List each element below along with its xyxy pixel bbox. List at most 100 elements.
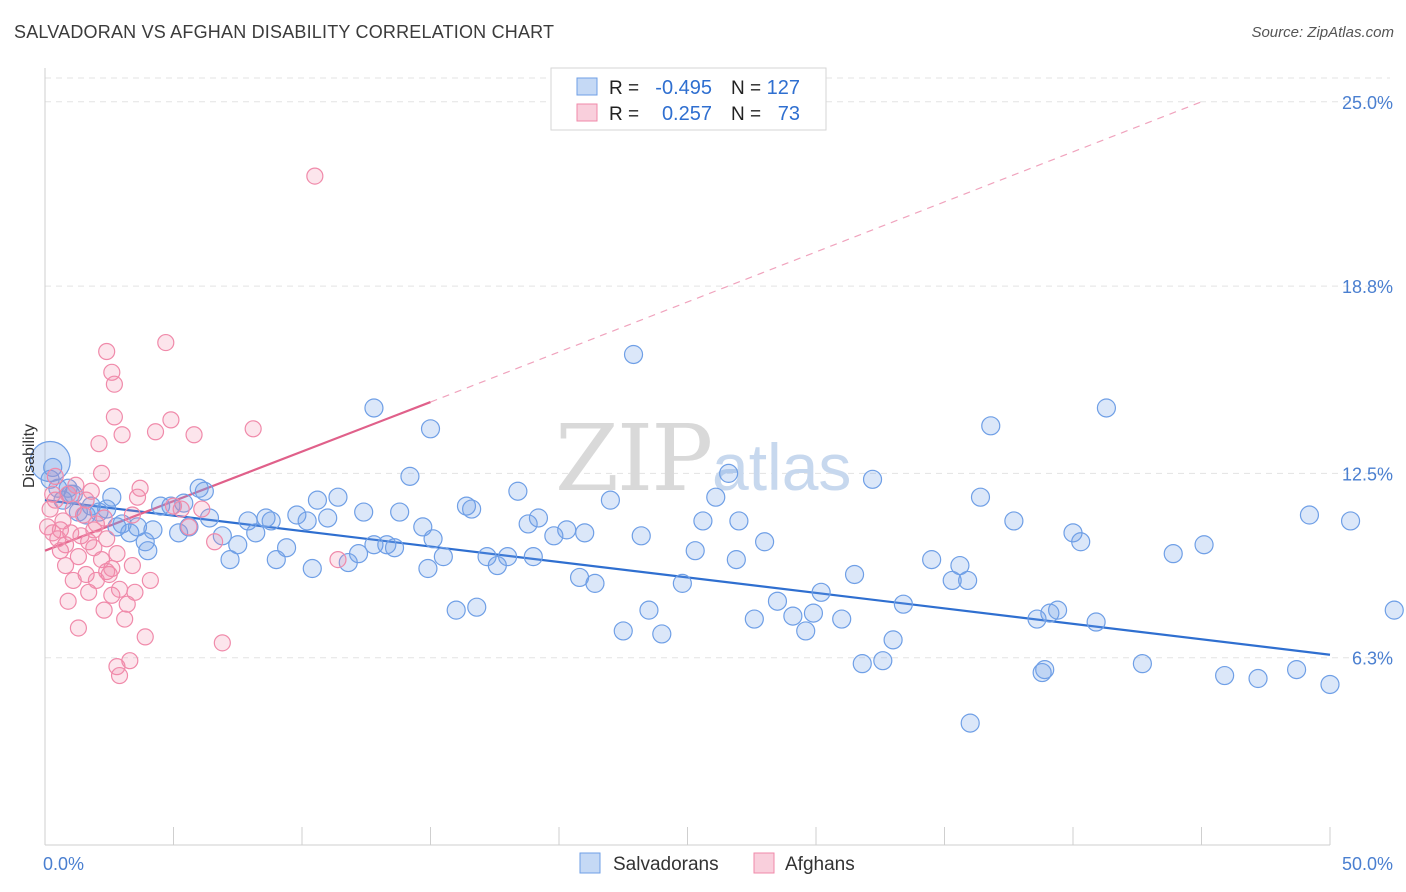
point-afghans [108,658,126,676]
tick-labels: 6.3% 12.5% 18.8% 25.0% 0.0% 50.0% [43,93,1393,874]
point-salvadorans [893,594,913,614]
point-salvadorans [672,573,692,593]
stats-n-value-blue: 127 [767,77,800,99]
point-salvadorans [585,573,605,593]
point-afghans [157,333,175,352]
legend-swatch-afghans[interactable] [753,852,775,874]
point-salvadorans [220,550,240,570]
point-salvadorans [1086,612,1106,632]
point-salvadorans [1299,505,1320,525]
point-salvadorans [348,544,369,564]
point-afghans [162,411,180,429]
point-salvadorans [179,517,199,537]
point-salvadorans [883,630,903,650]
point-salvadorans [228,535,248,555]
point-afghans [116,610,134,628]
point-salvadorans [143,520,163,540]
point-afghans [105,408,123,426]
point-salvadorans [354,502,374,522]
source-label: Source: ZipAtlas.com [1251,24,1394,41]
point-salvadorans [384,538,405,558]
point-afghans [95,601,113,619]
point-salvadorans [873,651,893,671]
point-salvadorans [328,487,348,507]
point-afghans [123,556,141,575]
y-tick-label: 25.0% [1342,93,1393,113]
point-salvadorans [1132,654,1152,674]
point-afghans [82,482,100,500]
point-afghans [141,571,159,590]
point-salvadorans [693,511,713,531]
series-afghans [38,167,347,685]
stats-swatch-blue [576,77,598,96]
point-afghans [92,551,111,569]
point-salvadorans [960,713,980,733]
point-salvadorans [796,621,816,641]
point-salvadorans [832,609,852,629]
point-afghans [98,342,116,361]
point-salvadorans [1035,660,1055,680]
point-salvadorans [942,570,962,591]
stats-n-value-pink: 73 [778,103,800,125]
point-salvadorans [1047,600,1068,620]
point-salvadorans [287,505,307,525]
point-afghans [123,506,141,524]
stats-r-label-blue: R = [609,78,639,99]
point-afghans [77,565,95,584]
point-salvadorans [1215,665,1235,686]
point-afghans [172,500,190,518]
bottom-legend: Salvadorans Afghans [579,852,855,875]
point-afghans [146,423,165,441]
y-tick-label: 6.3% [1352,649,1393,669]
point-salvadorans [744,609,764,629]
point-afghans [213,634,231,652]
stats-legend: R = -0.495 N = 127 R = 0.257 N = 73 [550,67,827,131]
point-salvadorans [1071,532,1091,552]
point-salvadorans [1384,600,1404,620]
legend-swatch-salvadorans[interactable] [579,852,601,874]
point-salvadorans [844,564,865,585]
point-salvadorans [767,591,788,611]
point-salvadorans [189,478,209,498]
axes [44,68,1331,846]
point-afghans [90,435,108,453]
point-afghans [180,518,198,536]
point-salvadorans [151,496,171,516]
point-salvadorans [970,487,991,507]
point-salvadorans [423,529,443,549]
point-salvadorans [318,508,338,528]
point-afghans [67,476,85,494]
point-afghans [126,583,144,601]
watermark-zip: ZIP [555,405,711,512]
stats-r-value-pink: 0.257 [662,103,712,125]
point-salvadorans [685,541,705,561]
point-salvadorans [754,532,775,552]
point-salvadorans [456,496,477,516]
legend-label-salvadorans[interactable]: Salvadorans [613,854,719,875]
point-salvadorans [1096,398,1117,418]
watermark: ZIP atlas [555,405,851,512]
point-salvadorans [302,558,322,579]
point-salvadorans [652,624,672,644]
point-salvadorans [390,502,410,522]
point-afghans [329,551,347,569]
point-salvadorans [783,606,803,626]
point-afghans [110,580,129,598]
point-salvadorans [719,463,739,483]
point-afghans [206,533,224,551]
point-salvadorans [400,466,420,486]
point-salvadorans [138,541,158,561]
point-afghans [244,420,262,438]
stats-swatch-pink [576,103,598,122]
point-salvadorans [174,493,194,513]
point-salvadorans [307,490,328,510]
legend-label-afghans[interactable]: Afghans [785,854,855,875]
point-salvadorans [364,398,384,418]
point-salvadorans [623,344,644,365]
point-afghans [56,556,75,575]
point-afghans [74,506,93,524]
point-salvadorans [1040,603,1060,623]
grid [45,77,1390,659]
point-salvadorans [811,582,831,602]
